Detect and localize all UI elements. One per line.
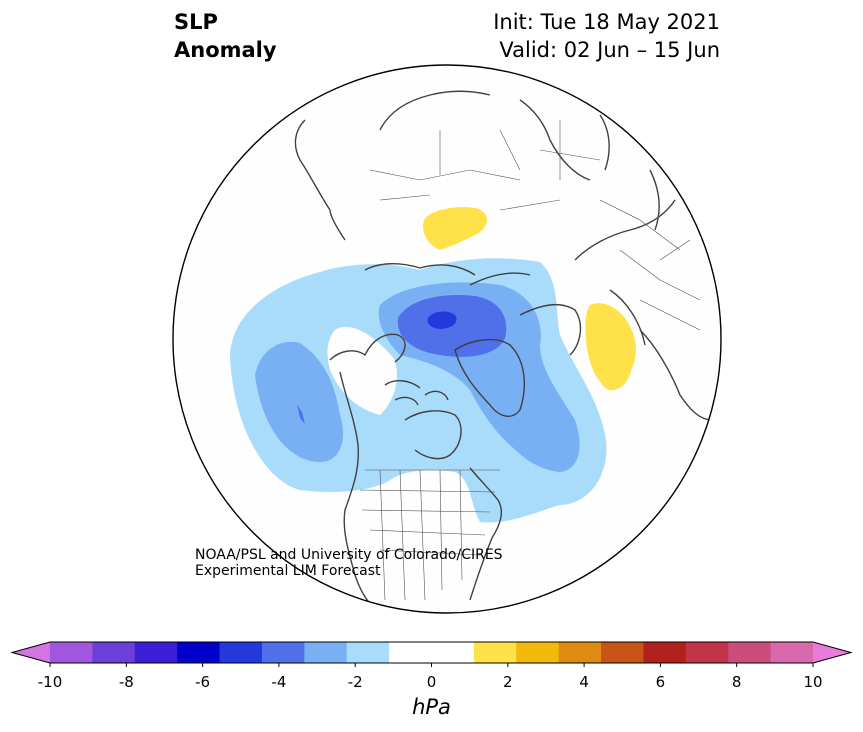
colorbar-tick-label: 6 — [656, 673, 666, 691]
colorbar-tick-label: -6 — [195, 673, 210, 691]
colorbar-segment — [346, 642, 390, 663]
colorbar-tick-label: 10 — [803, 673, 822, 691]
slp-anomaly-map — [172, 64, 722, 614]
colorbar-segment — [770, 642, 814, 663]
colorbar: -10 -8 -6 -4 -2 0 2 4 6 8 10 — [10, 641, 853, 691]
political-borders — [359, 120, 701, 601]
colorbar-tick-label: 0 — [427, 673, 437, 691]
colorbar-tick-label: -10 — [38, 673, 63, 691]
credit-line-2: Experimental LIM Forecast — [195, 563, 381, 579]
anomaly-negative-pacific — [255, 341, 344, 462]
colorbar-extend-high — [813, 642, 851, 663]
title-line-2: Anomaly — [174, 38, 277, 62]
colorbar-segment — [728, 642, 772, 663]
colorbar-tick-label: -4 — [271, 673, 286, 691]
colorbar-extend-low — [12, 642, 50, 663]
valid-dates: Valid: 02 Jun – 15 Jun — [499, 38, 720, 62]
coastlines — [294, 90, 713, 613]
colorbar-tick-label: 4 — [579, 673, 589, 691]
colorbar-tick-label: 8 — [732, 673, 742, 691]
credit-text: NOAA/PSL and University of Colorado/CIRE… — [195, 547, 503, 579]
colorbar-segment — [558, 642, 602, 663]
colorbar-segment — [516, 642, 560, 663]
colorbar-segment — [219, 642, 263, 663]
colorbar-segment — [92, 642, 136, 663]
anomaly-negative-center — [427, 311, 457, 329]
colorbar-segment — [431, 642, 475, 663]
colorbar-segment — [685, 642, 729, 663]
colorbar-units: hPa — [412, 695, 451, 719]
colorbar-segment — [473, 642, 517, 663]
anomaly-negative-spot — [297, 405, 305, 424]
map-title: SLP Anomaly — [174, 8, 277, 64]
colorbar-segment — [304, 642, 348, 663]
colorbar-segment — [601, 642, 644, 663]
anomaly-positive-siberia — [422, 207, 488, 250]
anomaly-positive-russia — [585, 303, 636, 391]
colorbar-tick-label: 2 — [503, 673, 513, 691]
forecast-dates: Init: Tue 18 May 2021 Valid: 02 Jun – 15… — [493, 8, 720, 64]
colorbar-tick-label: -8 — [119, 673, 134, 691]
colorbar-segment — [389, 642, 432, 663]
colorbar-segment — [50, 642, 93, 663]
map-boundary — [172, 64, 722, 614]
title-line-1: SLP — [174, 10, 218, 34]
credit-line-1: NOAA/PSL and University of Colorado/CIRE… — [195, 547, 503, 563]
colorbar-tick-label: -2 — [348, 673, 363, 691]
colorbar-segment — [177, 642, 221, 663]
init-date: Init: Tue 18 May 2021 — [493, 10, 720, 34]
colorbar-segment — [261, 642, 305, 663]
colorbar-segment — [134, 642, 178, 663]
colorbar-segment — [643, 642, 687, 663]
